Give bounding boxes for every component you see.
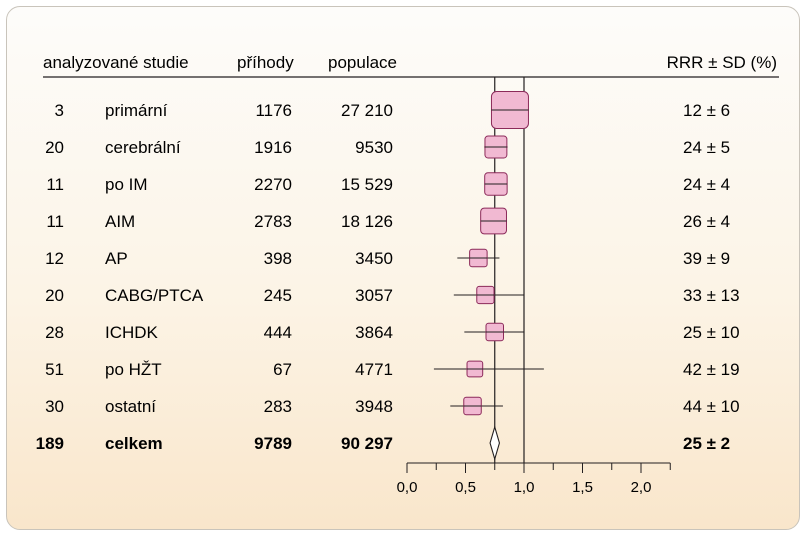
population-count: 3057 [355, 286, 393, 305]
rrr-value: 42 ± 19 [683, 360, 740, 379]
plot-area [433, 77, 544, 463]
table-rows: 3 primární 1176 27 210 12 ± 6 20 cerebrální 191… [36, 101, 740, 453]
table-row: 51 po HŽT 67 4771 42 ± 19 [45, 360, 740, 379]
events-count: 9789 [254, 434, 292, 453]
table-row: 12 AP 398 3450 39 ± 9 [45, 249, 730, 268]
group-name: ICHDK [105, 323, 159, 342]
forest-plot: analyzované studie příhody populace RRR … [36, 53, 779, 496]
population-count: 15 529 [341, 175, 393, 194]
table-row: 20 cerebrální 1916 9530 24 ± 5 [45, 138, 730, 157]
study-count: 51 [45, 360, 64, 379]
study-count: 3 [55, 101, 64, 120]
population-count: 27 210 [341, 101, 393, 120]
x-tick-label: 1,5 [572, 479, 593, 496]
group-name: po HŽT [105, 360, 162, 379]
x-tick-label: 0,5 [455, 479, 476, 496]
events-count: 67 [273, 360, 292, 379]
events-count: 283 [264, 397, 292, 416]
rrr-value: 12 ± 6 [683, 101, 730, 120]
group-name: ostatní [105, 397, 156, 416]
chart-panel: analyzované studie příhody populace RRR … [6, 6, 800, 530]
table-row: 20 CABG/PTCA 245 3057 33 ± 13 [45, 286, 740, 305]
header-population: populace [328, 53, 397, 72]
study-count: 12 [45, 249, 64, 268]
study-count: 20 [45, 286, 64, 305]
total-row: 189 celkem 9789 90 297 25 ± 2 [36, 434, 731, 453]
events-count: 444 [264, 323, 292, 342]
rrr-value: 26 ± 4 [683, 212, 730, 231]
study-count: 30 [45, 397, 64, 416]
group-name: primární [105, 101, 168, 120]
rrr-value: 25 ± 10 [683, 323, 740, 342]
rrr-value: 24 ± 4 [683, 175, 730, 194]
events-count: 245 [264, 286, 292, 305]
events-count: 2783 [254, 212, 292, 231]
population-count: 90 297 [341, 434, 393, 453]
table-row: 30 ostatní 283 3948 44 ± 10 [45, 397, 740, 416]
table-headers: analyzované studie příhody populace RRR … [43, 53, 777, 72]
group-name: celkem [105, 434, 163, 453]
events-count: 398 [264, 249, 292, 268]
population-count: 3450 [355, 249, 393, 268]
events-count: 1916 [254, 138, 292, 157]
summary-diamond [489, 425, 501, 461]
population-count: 18 126 [341, 212, 393, 231]
table-row: 3 primární 1176 27 210 12 ± 6 [55, 101, 731, 120]
header-rrr: RRR ± SD (%) [667, 53, 777, 72]
study-count: 189 [36, 434, 64, 453]
header-events: příhody [237, 53, 294, 72]
table-row: 28 ICHDK 444 3864 25 ± 10 [45, 323, 740, 342]
group-name: po IM [105, 175, 148, 194]
rrr-value: 24 ± 5 [683, 138, 730, 157]
header-studies: analyzované studie [43, 53, 189, 72]
population-count: 3864 [355, 323, 393, 342]
x-tick-label: 0,0 [397, 479, 418, 496]
group-name: AIM [105, 212, 135, 231]
study-count: 28 [45, 323, 64, 342]
group-name: cerebrální [105, 138, 181, 157]
study-count: 11 [46, 212, 64, 231]
population-count: 3948 [355, 397, 393, 416]
x-axis: 0,0 0,5 1,0 1,5 2,0 [397, 462, 671, 496]
study-count: 20 [45, 138, 64, 157]
table-row: 11 po IM 2270 15 529 24 ± 4 [46, 175, 730, 194]
x-tick-label: 1,0 [514, 479, 535, 496]
group-name: CABG/PTCA [105, 286, 204, 305]
rrr-value: 44 ± 10 [683, 397, 740, 416]
rrr-value: 33 ± 13 [683, 286, 740, 305]
events-count: 1176 [255, 101, 292, 120]
rrr-value: 25 ± 2 [683, 434, 730, 453]
events-count: 2270 [254, 175, 292, 194]
rrr-value: 39 ± 9 [683, 249, 730, 268]
table-row: 11 AIM 2783 18 126 26 ± 4 [46, 212, 730, 231]
group-name: AP [105, 249, 128, 268]
population-count: 9530 [355, 138, 393, 157]
population-count: 4771 [355, 360, 393, 379]
study-count: 11 [46, 175, 64, 194]
x-tick-label: 2,0 [631, 479, 652, 496]
